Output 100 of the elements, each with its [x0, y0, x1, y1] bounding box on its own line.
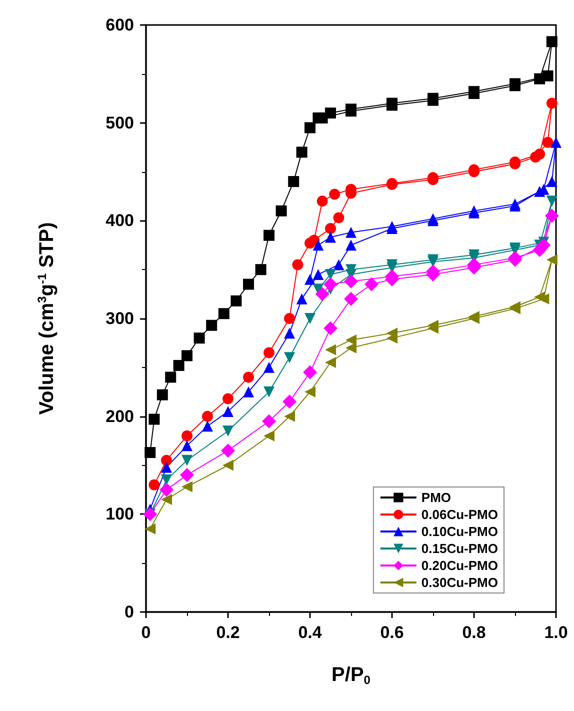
point — [243, 372, 254, 383]
point — [222, 460, 234, 471]
point — [546, 176, 558, 188]
point — [182, 440, 192, 452]
point — [534, 148, 546, 160]
point — [315, 287, 330, 302]
y-tick-label: 300 — [106, 309, 134, 328]
point — [344, 292, 358, 306]
point — [304, 386, 316, 398]
point — [264, 386, 274, 398]
point — [182, 350, 192, 362]
point — [161, 454, 172, 466]
point — [312, 240, 324, 251]
point — [325, 222, 336, 234]
y-tick-label: 100 — [106, 504, 134, 524]
point — [284, 352, 295, 364]
point — [264, 230, 274, 241]
point — [182, 430, 192, 442]
point — [546, 196, 558, 207]
y-tick-label: 200 — [106, 406, 134, 426]
y-tick-label: 500 — [106, 113, 134, 132]
point — [243, 386, 254, 398]
point — [325, 357, 336, 368]
y-tick-label: 400 — [106, 211, 134, 230]
point — [303, 365, 317, 380]
point — [222, 406, 234, 417]
point — [546, 36, 558, 48]
point — [546, 98, 558, 109]
x-tick-label: 0.6 — [380, 623, 404, 642]
point — [542, 136, 554, 148]
point — [243, 278, 254, 290]
point — [284, 328, 295, 339]
point — [148, 414, 160, 425]
x-tick-label: 0 — [141, 623, 151, 642]
point — [276, 205, 287, 216]
point — [550, 136, 562, 148]
y-tick-label: 600 — [106, 16, 134, 34]
point — [304, 122, 316, 134]
legend-label: 0.30Cu-PMO — [421, 575, 498, 590]
legend-label: 0.20Cu-PMO — [421, 558, 498, 573]
point — [364, 277, 378, 292]
point — [180, 468, 194, 482]
point — [264, 347, 274, 358]
x-tick-label: 0.2 — [216, 623, 240, 642]
point — [324, 277, 338, 292]
point — [544, 208, 559, 223]
point — [202, 420, 213, 432]
point — [160, 482, 174, 497]
point — [288, 176, 300, 188]
point — [346, 226, 356, 238]
y-axis-title: Volume (cm3g-1 STP) — [35, 222, 58, 415]
point — [344, 274, 358, 288]
point — [325, 108, 336, 119]
point — [148, 479, 160, 490]
point — [329, 188, 340, 200]
point — [333, 212, 344, 224]
point — [221, 444, 235, 458]
point — [325, 268, 336, 280]
point — [161, 494, 172, 505]
point — [292, 259, 304, 270]
point — [325, 232, 336, 243]
point — [202, 410, 213, 422]
point — [173, 360, 184, 371]
point — [296, 293, 308, 304]
point — [546, 254, 558, 266]
legend-label: 0.06Cu-PMO — [421, 507, 498, 522]
point — [284, 313, 295, 324]
point — [296, 146, 308, 158]
point — [534, 291, 546, 302]
point — [316, 196, 328, 207]
point — [182, 481, 192, 492]
point — [161, 474, 172, 486]
point — [222, 393, 234, 404]
point — [282, 394, 296, 409]
point — [144, 447, 156, 458]
point — [325, 344, 336, 356]
point — [218, 308, 230, 320]
point — [222, 426, 234, 437]
legend-label: 0.10Cu-PMO — [421, 524, 498, 539]
point — [182, 454, 192, 466]
legend-label: PMO — [421, 490, 452, 505]
point — [324, 321, 338, 336]
point — [144, 523, 156, 534]
y-tick-label: 0 — [124, 602, 134, 622]
point — [161, 462, 172, 473]
point — [165, 372, 176, 383]
point — [194, 332, 205, 344]
point — [312, 112, 324, 124]
point — [264, 362, 274, 373]
point — [255, 264, 266, 276]
point — [333, 259, 344, 270]
point — [284, 410, 295, 422]
x-tick-label: 1.0 — [544, 623, 568, 642]
point — [264, 430, 274, 442]
point — [304, 274, 316, 285]
x-tick-label: 0.8 — [462, 623, 486, 642]
point — [206, 320, 218, 331]
point — [312, 268, 324, 280]
point — [542, 70, 554, 82]
point — [304, 313, 316, 324]
